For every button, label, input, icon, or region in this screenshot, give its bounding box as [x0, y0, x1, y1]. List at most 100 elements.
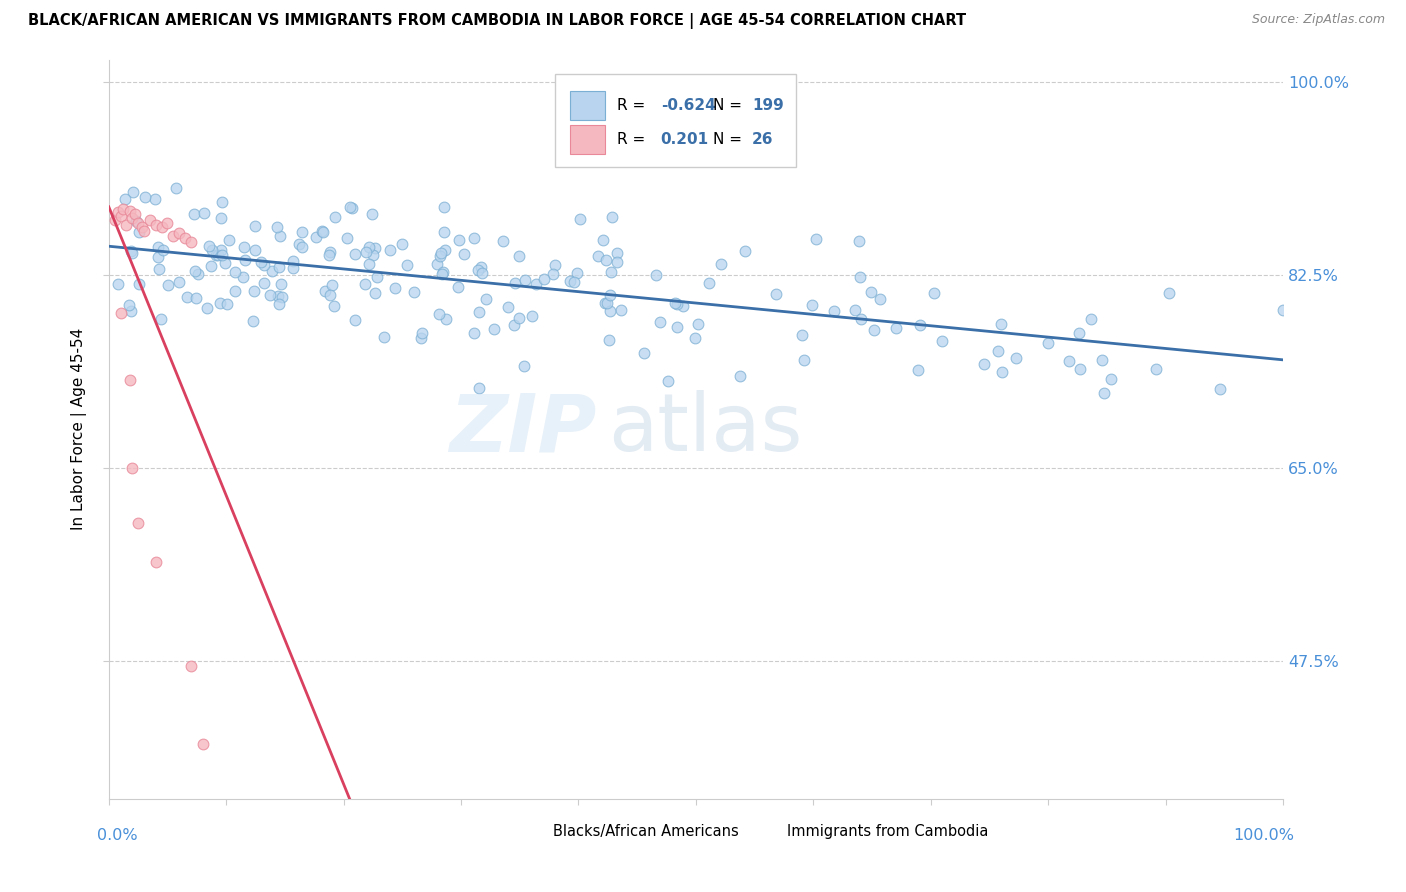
- Point: [801, 298, 824, 312]
- Point: [686, 317, 709, 331]
- Y-axis label: In Labor Force | Age 45-54: In Labor Force | Age 45-54: [72, 328, 87, 531]
- Point: [104, 212, 127, 227]
- Point: [683, 331, 706, 345]
- Point: [366, 270, 388, 285]
- FancyBboxPatch shape: [555, 74, 796, 167]
- Point: [233, 252, 256, 267]
- Point: [1036, 335, 1059, 350]
- Point: [599, 304, 621, 318]
- Point: [183, 206, 205, 220]
- Point: [600, 210, 623, 224]
- Point: [121, 185, 143, 199]
- Point: [146, 240, 169, 254]
- Point: [269, 297, 291, 311]
- Point: [848, 234, 870, 248]
- Point: [359, 240, 381, 254]
- Point: [146, 250, 169, 264]
- Point: [249, 255, 271, 269]
- Point: [120, 244, 142, 259]
- Point: [156, 216, 179, 230]
- Point: [118, 297, 141, 311]
- Point: [124, 207, 146, 221]
- Point: [311, 224, 333, 238]
- Point: [323, 211, 346, 225]
- Point: [361, 207, 384, 221]
- Point: [195, 301, 218, 315]
- Point: [291, 240, 314, 254]
- Point: [148, 262, 170, 277]
- Point: [565, 266, 588, 280]
- Point: [429, 249, 451, 263]
- FancyBboxPatch shape: [749, 823, 782, 839]
- Point: [910, 318, 932, 333]
- Point: [121, 211, 143, 226]
- Point: [907, 363, 929, 377]
- Point: [599, 288, 621, 302]
- Point: [314, 284, 336, 298]
- Point: [176, 290, 198, 304]
- Point: [242, 313, 264, 327]
- Point: [107, 277, 129, 292]
- Point: [1092, 385, 1115, 400]
- Text: ZIP: ZIP: [449, 390, 596, 468]
- Point: [869, 292, 891, 306]
- Point: [145, 218, 167, 232]
- Point: [107, 205, 129, 219]
- Point: [505, 276, 527, 290]
- Point: [541, 268, 564, 282]
- Point: [143, 192, 166, 206]
- Point: [318, 287, 340, 301]
- Point: [134, 190, 156, 204]
- Point: [586, 249, 609, 263]
- Point: [402, 285, 425, 299]
- Point: [187, 267, 209, 281]
- Point: [288, 237, 311, 252]
- Point: [139, 212, 162, 227]
- Text: BLACK/AFRICAN AMERICAN VS IMMIGRANTS FROM CAMBODIA IN LABOR FORCE | AGE 45-54 CO: BLACK/AFRICAN AMERICAN VS IMMIGRANTS FRO…: [28, 13, 966, 29]
- Point: [323, 299, 346, 313]
- Point: [470, 260, 492, 274]
- Point: [380, 243, 402, 257]
- FancyBboxPatch shape: [571, 91, 606, 120]
- Point: [269, 229, 291, 244]
- Point: [496, 300, 519, 314]
- Point: [253, 258, 276, 272]
- Point: [600, 265, 623, 279]
- Point: [520, 310, 543, 324]
- Text: Immigrants from Cambodia: Immigrants from Cambodia: [787, 824, 988, 838]
- Point: [121, 460, 143, 475]
- Point: [120, 304, 142, 318]
- Point: [152, 243, 174, 257]
- Point: [243, 285, 266, 299]
- Point: [453, 246, 475, 260]
- Point: [208, 295, 231, 310]
- Point: [672, 299, 695, 313]
- Point: [115, 218, 138, 232]
- Point: [508, 248, 530, 262]
- Point: [132, 224, 155, 238]
- Point: [167, 226, 190, 240]
- Point: [644, 268, 666, 283]
- Point: [1080, 312, 1102, 326]
- Point: [467, 262, 489, 277]
- Point: [131, 220, 153, 235]
- Point: [513, 273, 536, 287]
- Text: R =: R =: [617, 132, 655, 147]
- Point: [990, 318, 1012, 332]
- Text: -0.624: -0.624: [661, 98, 716, 113]
- Point: [433, 225, 456, 239]
- Point: [233, 240, 256, 254]
- Point: [592, 233, 614, 247]
- Point: [823, 303, 845, 318]
- Point: [432, 265, 454, 279]
- Point: [987, 343, 1010, 358]
- Point: [426, 257, 449, 271]
- Point: [114, 192, 136, 206]
- Point: [484, 322, 506, 336]
- Point: [697, 277, 720, 291]
- Point: [595, 296, 617, 310]
- Point: [110, 306, 132, 320]
- Point: [262, 264, 284, 278]
- Point: [471, 266, 494, 280]
- Point: [560, 274, 582, 288]
